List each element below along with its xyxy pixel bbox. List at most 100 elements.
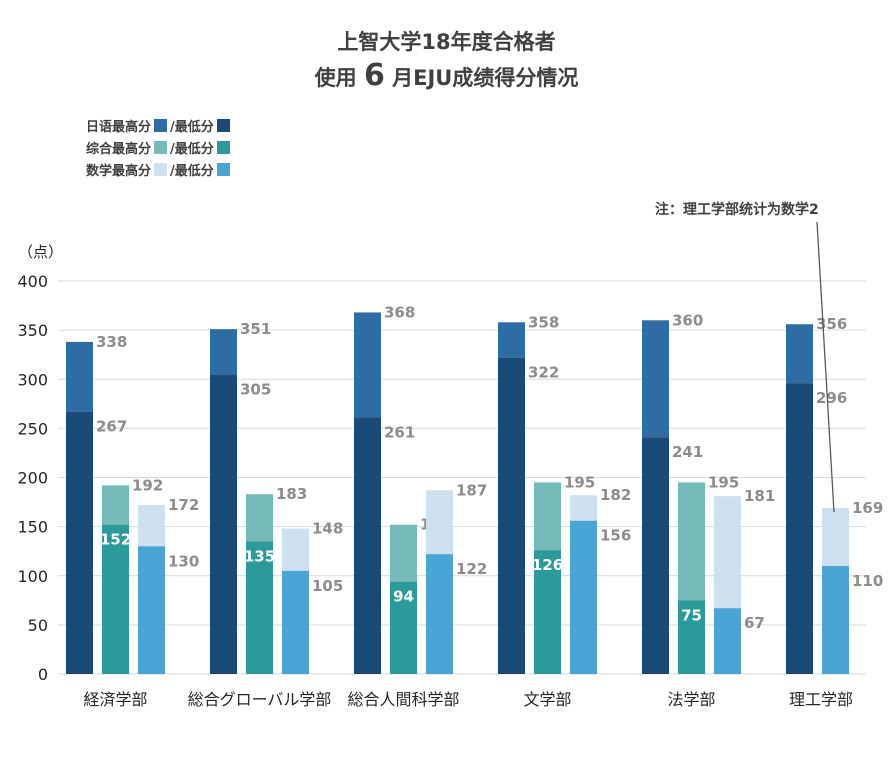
data-label-math-low-1: 105 xyxy=(312,577,343,595)
data-label-general-low-4: 75 xyxy=(681,606,702,624)
x-tick-label-0: 経済学部 xyxy=(83,690,147,709)
legend-math-high-swatch xyxy=(154,162,168,176)
legend-japanese-high-swatch xyxy=(154,118,168,132)
bar-japanese-low-4 xyxy=(642,437,669,674)
bar-general-high-4 xyxy=(678,482,705,601)
bar-general-low-1 xyxy=(246,541,273,674)
bar-japanese-low-5 xyxy=(786,383,813,674)
x-tick-label-3: 文学部 xyxy=(523,690,571,709)
data-label-japanese-high-0: 338 xyxy=(96,333,127,351)
data-label-japanese-low-4: 241 xyxy=(672,443,703,461)
bar-general-high-0 xyxy=(102,485,129,525)
legend-japanese: 日语最高分 /最低分 xyxy=(86,116,233,135)
data-label-japanese-low-3: 322 xyxy=(528,364,559,382)
data-label-math-high-5: 169 xyxy=(852,499,883,517)
bar-japanese-high-0 xyxy=(66,341,93,412)
legend-general-low-label: /最低分 xyxy=(170,141,214,157)
y-tick-label-250: 250 xyxy=(17,419,48,438)
data-label-math-low-5: 110 xyxy=(852,572,883,590)
bar-japanese-high-3 xyxy=(498,322,525,358)
legend-general-high-swatch xyxy=(154,140,168,154)
chart-title-line1: 上智大学18年度合格者 xyxy=(337,30,556,54)
y-axis-unit: （点） xyxy=(18,243,63,261)
data-label-math-low-4: 67 xyxy=(744,614,765,632)
data-label-math-high-2: 187 xyxy=(456,481,487,499)
bar-math-high-4 xyxy=(714,496,741,609)
bar-general-high-1 xyxy=(246,494,273,542)
data-label-general-high-1: 183 xyxy=(276,485,307,503)
data-label-math-low-2: 122 xyxy=(456,560,487,578)
legend-general-high-label: 综合最高分 xyxy=(86,141,152,157)
bar-japanese-high-2 xyxy=(354,312,381,418)
y-tick-label-300: 300 xyxy=(17,370,48,389)
data-label-general-low-1: 135 xyxy=(244,547,275,565)
title-prefix: 使用 xyxy=(314,66,357,90)
y-tick-label-400: 400 xyxy=(17,272,48,291)
bar-japanese-low-0 xyxy=(66,411,93,674)
bar-math-low-0 xyxy=(138,546,165,674)
x-tick-label-4: 法学部 xyxy=(667,690,715,709)
bar-math-low-1 xyxy=(282,570,309,674)
y-tick-label-150: 150 xyxy=(17,518,48,537)
legend-japanese-high-label: 日语最高分 xyxy=(86,119,152,135)
y-tick-label-200: 200 xyxy=(17,469,48,488)
data-label-japanese-low-5: 296 xyxy=(816,389,847,407)
legend-math-low-swatch xyxy=(216,162,230,176)
data-label-japanese-high-4: 360 xyxy=(672,311,703,329)
bar-general-high-2 xyxy=(390,524,417,582)
data-label-general-high-0: 192 xyxy=(132,476,163,494)
title-suffix: 月EJU成绩得分情况 xyxy=(392,66,579,90)
legend-math-low-label: /最低分 xyxy=(170,163,214,179)
data-label-math-low-3: 156 xyxy=(600,527,631,545)
data-label-japanese-low-0: 267 xyxy=(96,418,127,436)
data-label-japanese-high-3: 358 xyxy=(528,313,559,331)
legend-math: 数学最高分 /最低分 xyxy=(86,160,233,179)
bar-japanese-high-1 xyxy=(210,329,237,375)
bar-general-low-3 xyxy=(534,550,561,674)
data-label-general-high-4: 195 xyxy=(708,473,739,491)
bar-math-high-0 xyxy=(138,505,165,547)
bar-japanese-high-5 xyxy=(786,324,813,384)
data-label-japanese-high-1: 351 xyxy=(240,320,271,338)
note-pointer-line xyxy=(816,221,835,513)
bar-math-high-1 xyxy=(282,528,309,571)
note-science-math2: 注：理工学部统计为数学2 xyxy=(655,202,819,218)
bar-math-high-3 xyxy=(570,495,597,521)
y-tick-label-100: 100 xyxy=(17,567,48,586)
bar-math-high-5 xyxy=(822,507,849,566)
data-label-math-high-0: 172 xyxy=(168,496,199,514)
data-label-japanese-high-2: 368 xyxy=(384,303,415,321)
y-tick-label-350: 350 xyxy=(17,321,48,340)
bar-math-low-2 xyxy=(426,554,453,674)
data-label-japanese-low-2: 261 xyxy=(384,424,415,442)
data-label-math-high-4: 181 xyxy=(744,487,775,505)
bar-math-low-4 xyxy=(714,608,741,674)
data-label-general-high-3: 195 xyxy=(564,473,595,491)
legend-math-high-label: 数学最高分 xyxy=(86,163,152,179)
data-label-general-low-3: 126 xyxy=(532,556,563,574)
data-label-math-high-1: 148 xyxy=(312,520,343,538)
legend-japanese-low-swatch xyxy=(216,118,230,132)
bar-japanese-low-2 xyxy=(354,417,381,674)
bar-general-low-2 xyxy=(390,581,417,674)
bar-general-low-4 xyxy=(678,600,705,674)
bar-japanese-low-3 xyxy=(498,357,525,674)
bar-math-high-2 xyxy=(426,490,453,555)
legend-general-low-swatch xyxy=(216,140,230,154)
legend-japanese-low-label: /最低分 xyxy=(170,119,214,135)
bar-math-low-5 xyxy=(822,565,849,674)
y-tick-label-50: 50 xyxy=(28,616,48,635)
y-tick-label-0: 0 xyxy=(38,665,48,684)
x-tick-label-1: 総合グローバル学部 xyxy=(188,690,332,709)
legend-general: 综合最高分 /最低分 xyxy=(86,138,233,157)
data-label-general-low-2: 94 xyxy=(393,588,414,606)
bar-general-low-0 xyxy=(102,524,129,674)
bar-math-low-3 xyxy=(570,520,597,674)
title-month-number: 6 xyxy=(363,58,385,93)
data-label-japanese-high-5: 356 xyxy=(816,315,847,333)
bar-general-high-3 xyxy=(534,482,561,551)
chart-title-line2: 使用 6 月EJU成绩得分情况 xyxy=(0,58,893,93)
bar-japanese-low-1 xyxy=(210,374,237,674)
